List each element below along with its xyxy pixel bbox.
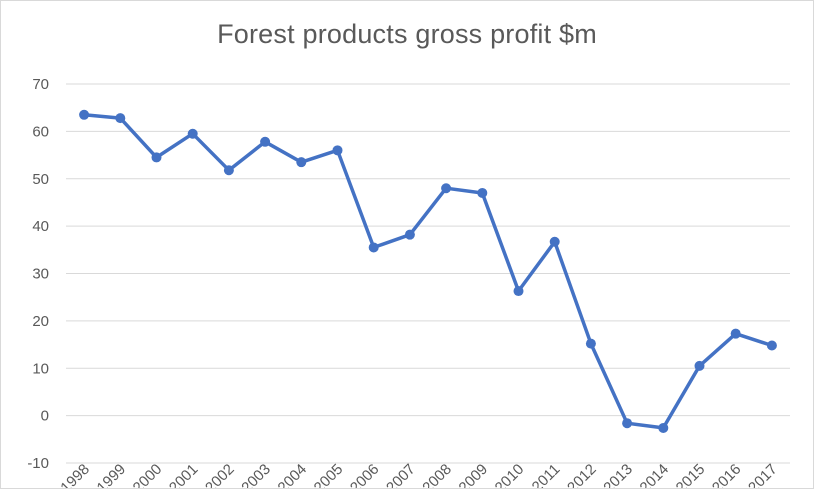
data-point — [115, 113, 126, 124]
y-tick-label: 70 — [32, 76, 49, 93]
x-tick-label: 2012 — [564, 461, 600, 488]
x-tick-label: 2011 — [529, 461, 564, 488]
x-tick-label: 2006 — [347, 461, 383, 488]
data-point — [513, 286, 524, 297]
x-tick-label: 2016 — [709, 461, 745, 488]
x-tick-label: 2013 — [600, 461, 636, 488]
x-tick-label: 2004 — [275, 461, 311, 488]
y-tick-label: 60 — [32, 123, 49, 140]
series-line — [82, 113, 774, 430]
y-tick-label: 0 — [41, 408, 49, 425]
data-point — [622, 418, 633, 429]
data-point — [332, 145, 343, 156]
x-tick-label: 2002 — [202, 461, 238, 488]
data-point — [187, 128, 198, 139]
x-tick-label: 2010 — [492, 461, 528, 488]
data-point — [404, 229, 415, 240]
x-tick-label: 2015 — [673, 461, 709, 488]
data-point — [260, 136, 271, 147]
data-point — [368, 242, 379, 253]
x-tick-label: 2007 — [383, 461, 419, 488]
data-point — [730, 328, 741, 339]
data-point — [766, 340, 777, 351]
y-tick-label: -10 — [27, 455, 49, 472]
data-point — [658, 422, 669, 433]
data-point — [151, 152, 162, 163]
y-tick-label: 20 — [32, 313, 49, 330]
x-tick-label: 2003 — [238, 461, 274, 488]
x-tick-label: 2009 — [456, 461, 492, 488]
x-tick-label: 2001 — [166, 461, 202, 488]
data-point — [79, 109, 90, 120]
y-tick-label: 10 — [32, 360, 49, 377]
data-point — [296, 157, 307, 168]
chart-title: Forest products gross profit $m — [217, 19, 597, 49]
y-tick-label: 50 — [32, 171, 49, 188]
x-tick-label: 1998 — [57, 461, 93, 488]
y-tick-label: 40 — [32, 218, 49, 235]
data-point — [585, 338, 596, 349]
data-point — [694, 360, 705, 371]
x-tick-label: 2008 — [419, 461, 455, 488]
y-tick-label: 30 — [32, 266, 49, 283]
x-tick-label: 1999 — [94, 461, 130, 488]
x-tick-label: 2017 — [745, 461, 781, 488]
data-point — [441, 183, 452, 194]
x-tick-label: 2000 — [130, 461, 166, 488]
x-tick-label: 2014 — [637, 461, 673, 488]
data-point — [549, 236, 560, 247]
data-point — [223, 165, 234, 176]
x-tick-label: 2005 — [311, 461, 347, 488]
data-point — [477, 187, 488, 198]
